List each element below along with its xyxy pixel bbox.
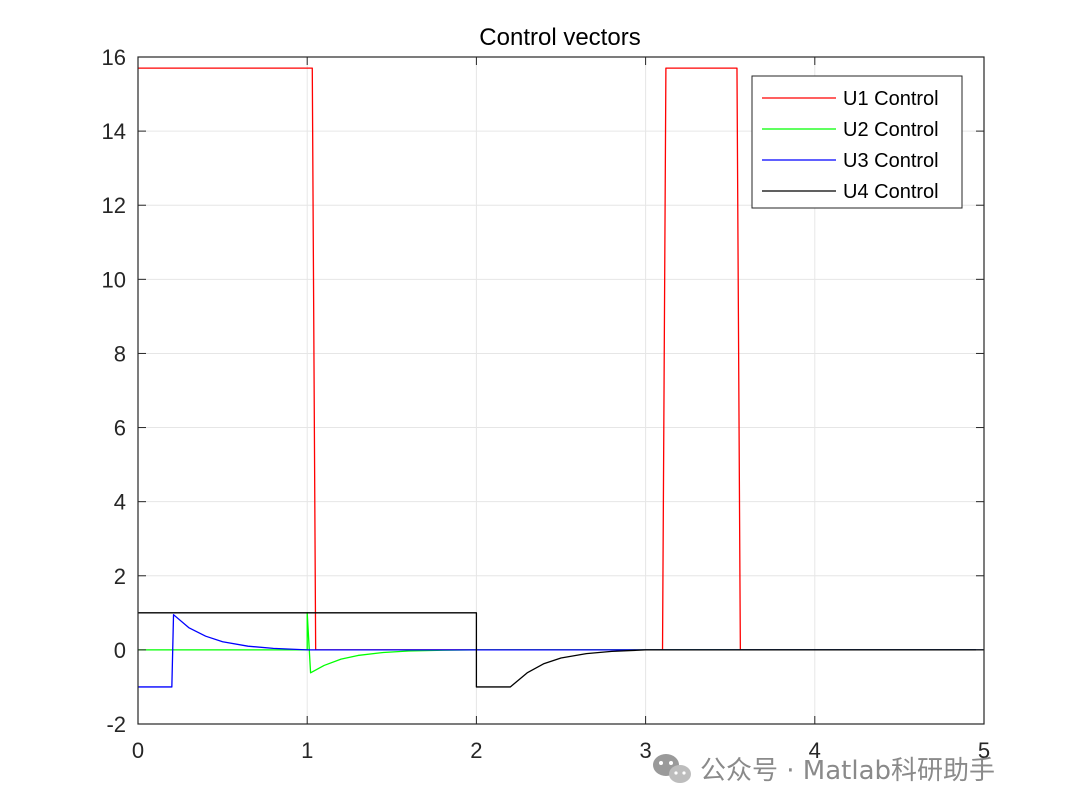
y-tick-label: 8 (114, 341, 126, 366)
legend-label-u2: U2 Control (843, 119, 939, 141)
legend-label-u4: U4 Control (843, 181, 939, 203)
series-layer (138, 67, 984, 688)
axes-box (137, 56, 985, 725)
y-tick-label: 0 (114, 638, 126, 663)
y-tick-label: 14 (102, 119, 126, 144)
x-tick-label: 3 (639, 738, 651, 763)
chart-title: Control vectors (479, 24, 640, 51)
series-line-u3 (138, 614, 984, 688)
legend: U1 Control U2 Control U3 Control U4 Control (751, 75, 963, 209)
y-tick-label: 6 (114, 416, 126, 441)
y-tick-label: 16 (102, 45, 126, 70)
legend-label-u3: U3 Control (843, 150, 939, 172)
watermark-text: 公众号 · Matlab科研助手 (700, 756, 995, 786)
y-tick-label: 4 (114, 490, 126, 515)
y-tick-label: 10 (102, 267, 126, 292)
y-tick-label: 2 (114, 564, 126, 589)
x-tick-label: 2 (470, 738, 482, 763)
x-tick-label: 4 (809, 738, 821, 763)
x-tick-label: 1 (301, 738, 313, 763)
legend-label-u1: U1 Control (843, 88, 939, 110)
x-tick-label: 0 (132, 738, 144, 763)
y-tick-label: -2 (106, 712, 126, 737)
wechat-icon (653, 754, 691, 783)
x-tick-label: 5 (978, 738, 990, 763)
series-line-u4 (138, 612, 984, 688)
series-line-u1 (138, 67, 984, 651)
y-tick-label: 12 (102, 193, 126, 218)
watermark: 公众号 · Matlab科研助手 (653, 754, 995, 786)
